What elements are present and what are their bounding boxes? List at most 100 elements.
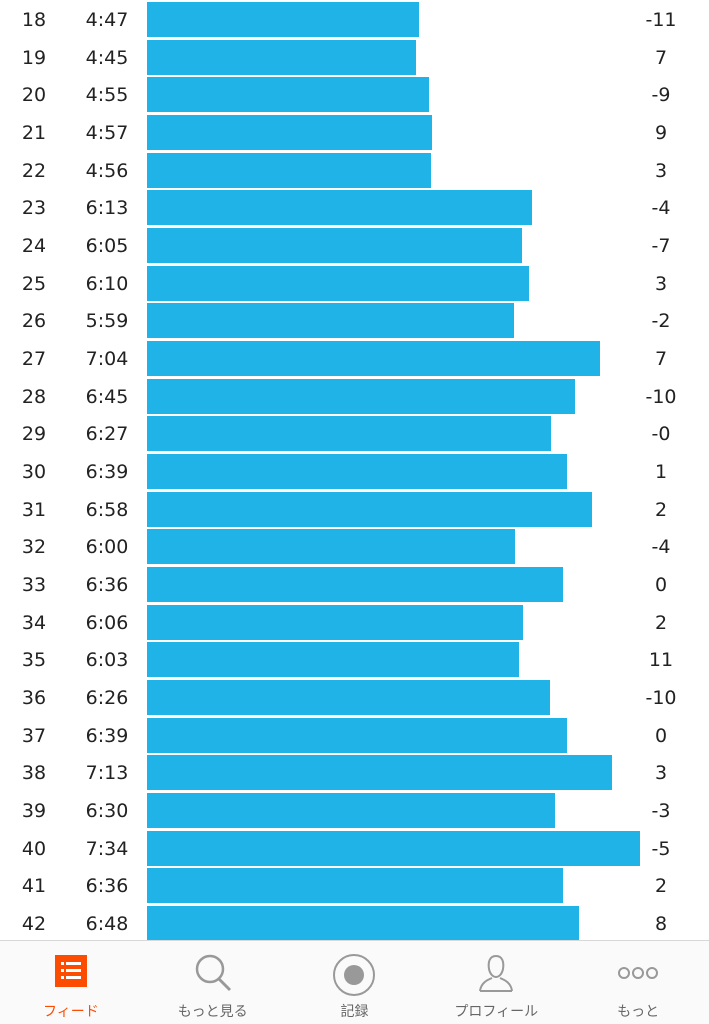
pace-label: 7:34 xyxy=(85,837,129,860)
elevation-label: 2 xyxy=(654,498,668,521)
pace-bar xyxy=(147,341,600,377)
tab-label: プロフィール xyxy=(454,1004,539,1020)
tab-bar: フィード もっと見る 記録 プロフィール もっと xyxy=(0,940,709,1024)
tab-label: フィード xyxy=(43,1004,99,1020)
record-icon xyxy=(333,954,376,996)
pace-label: 7:04 xyxy=(85,348,129,371)
pace-label: 6:45 xyxy=(85,385,129,408)
pace-label: 6:27 xyxy=(85,423,129,446)
pace-label: 6:39 xyxy=(85,461,129,484)
km-label: 24 xyxy=(21,235,47,258)
km-label: 41 xyxy=(21,875,47,898)
elevation-label: 3 xyxy=(654,159,668,182)
pace-label: 6:30 xyxy=(85,800,129,823)
pace-label: 6:39 xyxy=(85,724,129,747)
pace-bar xyxy=(147,378,575,414)
pace-label: 6:06 xyxy=(85,611,129,634)
pace-bar xyxy=(147,39,417,75)
pace-bar xyxy=(147,830,640,866)
feed-icon xyxy=(54,955,87,987)
km-label: 25 xyxy=(21,272,47,295)
pace-bar xyxy=(147,642,520,678)
pace-label: 6:03 xyxy=(85,649,129,672)
elevation-label: -2 xyxy=(651,310,671,333)
pace-bar xyxy=(147,755,612,791)
elevation-label: -10 xyxy=(645,687,677,710)
elevation-label: -11 xyxy=(645,9,677,31)
pace-bar xyxy=(147,454,567,490)
elevation-label: 3 xyxy=(654,762,668,785)
pace-bar xyxy=(147,567,563,603)
pace-bar xyxy=(147,228,522,264)
pace-bar xyxy=(147,190,533,226)
pace-bar xyxy=(147,491,592,527)
pace-label: 4:57 xyxy=(85,122,129,144)
profile-icon xyxy=(479,954,514,992)
km-label: 29 xyxy=(21,423,47,446)
pace-bar xyxy=(147,2,419,37)
elevation-label: -5 xyxy=(651,837,671,860)
pace-bar xyxy=(147,604,524,640)
km-label: 28 xyxy=(21,385,47,408)
pace-label: 4:45 xyxy=(85,46,129,69)
tab-label: 記録 xyxy=(340,1004,369,1020)
elevation-label: -7 xyxy=(651,235,671,258)
km-label: 19 xyxy=(21,46,47,69)
pace-bar xyxy=(147,717,567,753)
elevation-label: 9 xyxy=(654,122,668,144)
km-label: 40 xyxy=(21,837,47,860)
pace-label: 5:59 xyxy=(85,310,129,333)
km-label: 32 xyxy=(21,536,47,559)
pace-label: 6:00 xyxy=(85,536,129,559)
tab-feed[interactable]: フィード xyxy=(0,941,142,1024)
tab-explore[interactable]: もっと見る xyxy=(142,941,284,1024)
elevation-label: 0 xyxy=(654,724,668,747)
pace-bar xyxy=(147,115,432,150)
pace-bar xyxy=(147,416,551,452)
search-icon xyxy=(195,954,231,992)
km-label: 35 xyxy=(21,649,47,672)
km-label: 22 xyxy=(21,159,47,182)
km-label: 33 xyxy=(21,574,47,597)
pace-label: 6:36 xyxy=(85,574,129,597)
km-label: 20 xyxy=(21,84,47,107)
pace-bar xyxy=(147,303,514,339)
pace-label: 6:48 xyxy=(85,913,129,936)
tab-label: もっと xyxy=(617,1004,660,1020)
elevation-label: -9 xyxy=(651,84,671,107)
pace-label: 6:58 xyxy=(85,498,129,521)
tab-profile[interactable]: プロフィール xyxy=(425,941,567,1024)
elevation-label: 11 xyxy=(648,649,674,672)
elevation-label: -10 xyxy=(645,385,677,408)
pace-label: 6:05 xyxy=(85,235,129,258)
elevation-label: 7 xyxy=(654,46,668,69)
pace-bar xyxy=(147,868,563,904)
km-label: 37 xyxy=(21,724,47,747)
pace-label: 4:55 xyxy=(85,84,129,107)
elevation-label: 8 xyxy=(654,913,668,936)
pace-label: 6:10 xyxy=(85,272,129,295)
elevation-label: 3 xyxy=(654,272,668,295)
km-label: 38 xyxy=(21,762,47,785)
elevation-label: 1 xyxy=(654,461,668,484)
km-label: 36 xyxy=(21,687,47,710)
tab-record[interactable]: 記録 xyxy=(284,941,426,1024)
pace-bar xyxy=(147,529,516,565)
elevation-label: 7 xyxy=(654,348,668,371)
km-label: 34 xyxy=(21,611,47,634)
elevation-label: -4 xyxy=(651,197,671,220)
km-label: 42 xyxy=(21,913,47,936)
tab-more[interactable]: もっと xyxy=(567,941,709,1024)
pace-bar xyxy=(147,265,529,301)
elevation-label: 2 xyxy=(654,875,668,898)
pace-label: 4:56 xyxy=(85,159,129,182)
pace-bar xyxy=(147,77,430,113)
km-label: 30 xyxy=(21,461,47,484)
elevation-label: -0 xyxy=(651,423,671,446)
km-label: 27 xyxy=(21,348,47,371)
pace-label: 6:13 xyxy=(85,197,129,220)
km-label: 21 xyxy=(21,122,47,144)
pace-label: 6:26 xyxy=(85,687,129,710)
elevation-label: -3 xyxy=(651,800,671,823)
